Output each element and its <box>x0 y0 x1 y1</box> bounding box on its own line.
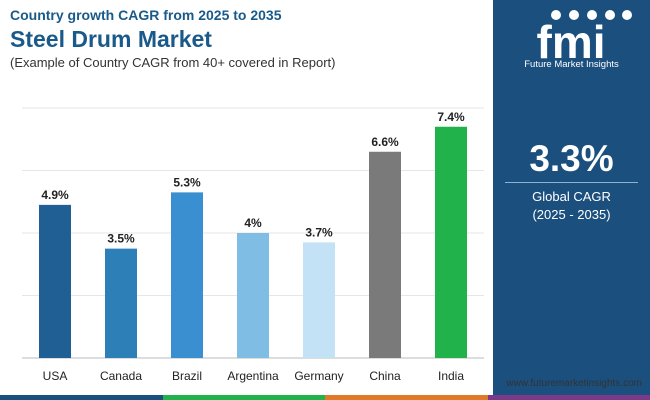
x-tick-label: India <box>438 369 464 383</box>
global-cagr-label: Global CAGR <box>532 189 611 204</box>
logo-caption: Future Market Insights <box>524 59 619 70</box>
x-tick-label: Germany <box>294 369 343 383</box>
brand-color-strip <box>0 395 650 400</box>
global-cagr-value: 3.3% <box>529 138 614 179</box>
fmi-logo: fmi <box>537 10 632 68</box>
global-cagr-caption: Global CAGR (2025 - 2035) <box>493 188 650 224</box>
data-label: 5.3% <box>173 175 201 189</box>
bar-india <box>435 126 467 358</box>
x-tick-label: Argentina <box>227 369 279 383</box>
summary-panel: fmi Future Market Insights 3.3% Global C… <box>493 0 650 400</box>
report-note: (Example of Country CAGR from 40+ covere… <box>10 55 336 70</box>
chart-subtitle: Country growth CAGR from 2025 to 2035 <box>10 7 282 23</box>
strip-segment <box>487 395 650 400</box>
bar-canada <box>105 248 137 358</box>
x-tick-label: USA <box>43 369 68 383</box>
x-tick-label: Brazil <box>172 369 202 383</box>
bar-chart: 4.9% USA 3.5% Canada 5.3% Brazil 4% Argentina 3.… <box>22 107 484 383</box>
data-label: 4% <box>244 216 262 230</box>
divider <box>505 182 638 183</box>
chart-title: Steel Drum Market <box>10 26 212 52</box>
strip-segment <box>162 395 325 400</box>
website-url[interactable]: www.futuremarketinsights.com <box>506 378 642 389</box>
strip-segment <box>325 395 488 400</box>
strip-segment <box>0 395 163 400</box>
data-label: 3.7% <box>305 225 333 239</box>
bar-usa <box>39 204 71 358</box>
bar-china <box>369 151 401 358</box>
chart-header: Country growth CAGR from 2025 to 2035 St… <box>10 6 490 71</box>
x-tick-label: Canada <box>100 369 142 383</box>
data-label: 4.9% <box>41 188 69 202</box>
x-tick-label: China <box>369 369 401 383</box>
global-cagr-period: (2025 - 2035) <box>532 207 611 222</box>
bar-brazil <box>171 192 203 358</box>
data-label: 3.5% <box>107 232 135 246</box>
bar-argentina <box>237 233 269 358</box>
bar-germany <box>303 242 335 358</box>
logo-letters: fmi <box>537 16 606 68</box>
data-label: 6.6% <box>371 135 399 149</box>
data-label: 7.4% <box>437 110 465 124</box>
